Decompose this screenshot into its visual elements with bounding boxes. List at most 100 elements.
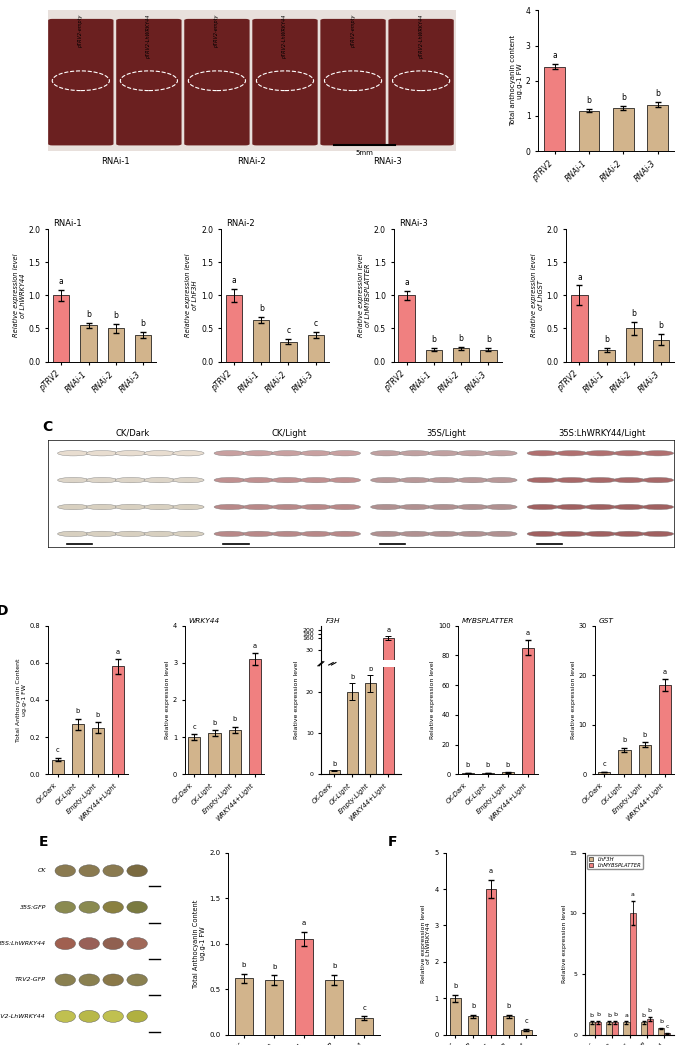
Text: c: c	[193, 724, 196, 729]
Text: a: a	[59, 277, 63, 286]
Circle shape	[428, 478, 460, 483]
Circle shape	[115, 531, 147, 536]
Circle shape	[486, 478, 517, 483]
Circle shape	[58, 450, 89, 456]
Circle shape	[527, 478, 559, 483]
Text: b: b	[140, 320, 145, 328]
Bar	[641, 1022, 647, 1035]
Circle shape	[243, 531, 275, 536]
Text: b: b	[613, 1013, 617, 1018]
Circle shape	[144, 505, 175, 510]
Text: c: c	[314, 319, 318, 328]
Text: b: b	[642, 1013, 646, 1018]
Ellipse shape	[79, 865, 100, 877]
FancyBboxPatch shape	[116, 19, 182, 145]
Text: b: b	[86, 309, 91, 319]
Circle shape	[400, 531, 431, 536]
Bar	[647, 1019, 653, 1035]
Bar	[325, 660, 397, 667]
Text: c: c	[665, 1024, 669, 1029]
Text: pTRV2-empty: pTRV2-empty	[78, 15, 83, 48]
Circle shape	[556, 531, 588, 536]
Text: RNAi-1: RNAi-1	[54, 219, 82, 229]
Text: b: b	[471, 1003, 475, 1009]
Text: b: b	[632, 309, 636, 318]
Text: 5mm: 5mm	[356, 149, 374, 156]
Bar	[522, 648, 534, 774]
Text: a: a	[302, 921, 306, 926]
Text: a: a	[526, 630, 530, 636]
Bar	[480, 350, 497, 362]
Bar	[521, 1030, 532, 1035]
Y-axis label: Relative expression level: Relative expression level	[165, 660, 170, 739]
Ellipse shape	[127, 865, 147, 877]
Bar	[450, 998, 461, 1035]
Circle shape	[173, 531, 204, 536]
Text: RNAi-1: RNAi-1	[101, 157, 130, 166]
Circle shape	[243, 505, 275, 510]
Text: b: b	[213, 720, 217, 726]
Y-axis label: Relative expression level: Relative expression level	[294, 660, 299, 739]
Bar	[383, 637, 394, 774]
Circle shape	[243, 478, 275, 483]
Text: b: b	[659, 1019, 663, 1024]
Text: b: b	[506, 1003, 510, 1009]
Bar	[630, 913, 636, 1035]
Bar	[253, 320, 270, 362]
Circle shape	[428, 505, 460, 510]
Circle shape	[272, 531, 303, 536]
Bar	[226, 296, 242, 362]
Bar	[228, 729, 241, 774]
Text: 35S:GFP: 35S:GFP	[19, 905, 46, 910]
Circle shape	[371, 450, 402, 456]
Bar	[426, 350, 442, 362]
Circle shape	[58, 478, 89, 483]
Circle shape	[614, 505, 645, 510]
Circle shape	[144, 478, 175, 483]
Text: b: b	[655, 89, 660, 98]
Ellipse shape	[79, 937, 100, 950]
FancyBboxPatch shape	[252, 19, 318, 145]
Circle shape	[643, 505, 674, 510]
Text: a: a	[663, 669, 667, 675]
Bar	[486, 889, 496, 1035]
Text: b: b	[486, 762, 490, 768]
Circle shape	[58, 505, 89, 510]
Text: b: b	[643, 732, 647, 738]
Bar	[53, 296, 69, 362]
Circle shape	[330, 531, 361, 536]
Ellipse shape	[79, 901, 100, 913]
Circle shape	[144, 531, 175, 536]
Bar	[295, 939, 313, 1035]
Circle shape	[486, 505, 517, 510]
Text: c: c	[524, 1018, 528, 1024]
Ellipse shape	[55, 901, 76, 913]
Bar	[135, 335, 151, 362]
Text: WRKY44: WRKY44	[189, 618, 220, 624]
Circle shape	[428, 531, 460, 536]
Text: RNAi-2: RNAi-2	[237, 157, 266, 166]
Circle shape	[371, 531, 402, 536]
Text: c: c	[363, 1005, 366, 1011]
Circle shape	[301, 450, 332, 456]
Bar	[619, 749, 630, 774]
Bar	[623, 1022, 630, 1035]
Y-axis label: Relative expression level: Relative expression level	[561, 904, 567, 982]
Bar	[571, 296, 588, 362]
Circle shape	[428, 450, 460, 456]
Circle shape	[115, 450, 147, 456]
Bar	[589, 1022, 595, 1035]
Bar	[248, 659, 261, 774]
Text: F3H: F3H	[325, 618, 340, 624]
Text: b: b	[658, 322, 664, 330]
Bar	[308, 335, 324, 362]
Circle shape	[457, 505, 488, 510]
Text: b: b	[590, 1013, 594, 1018]
Circle shape	[527, 505, 559, 510]
Text: pTRV2-empty: pTRV2-empty	[350, 15, 356, 48]
Text: a: a	[625, 1013, 628, 1018]
Text: c: c	[603, 761, 606, 767]
Bar	[52, 760, 64, 774]
Bar	[503, 1017, 514, 1035]
Circle shape	[614, 531, 645, 536]
